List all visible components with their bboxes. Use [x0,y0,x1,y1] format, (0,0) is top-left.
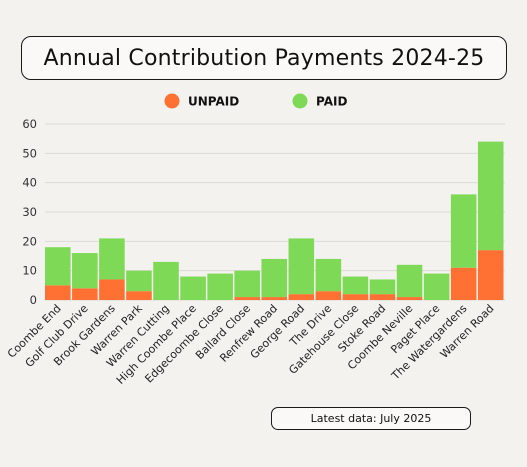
bar-paid [126,270,152,292]
y-tick-label: 0 [30,293,37,307]
y-tick-label: 20 [22,234,37,248]
bar-paid [288,238,315,295]
chart-title: Annual Contribution Payments 2024-25 [21,36,507,80]
bar-unpaid [261,297,288,300]
bar-paid [315,258,342,292]
y-tick-label: 10 [22,264,37,278]
legend-label-unpaid: UNPAID [188,95,239,109]
bar-unpaid [396,297,423,300]
bar-unpaid [234,297,260,300]
bar-paid [234,270,260,298]
bar-paid [180,276,206,300]
bar-paid [72,253,98,289]
bar-paid [450,194,477,268]
bar-unpaid [342,294,369,300]
bar-unpaid [450,267,477,300]
bar-unpaid [45,285,71,300]
latest-data-note: Latest data: July 2025 [271,407,471,430]
bar-paid [153,261,179,300]
legend-swatch-paid [292,93,308,109]
bar-paid [45,247,71,286]
legend-label-paid: PAID [316,95,347,109]
bar-unpaid [315,291,342,300]
bar-paid [369,279,396,295]
bar-paid [477,141,504,251]
y-tick-label: 60 [22,117,37,131]
bar-paid [261,258,288,298]
legend-swatch-unpaid [164,93,180,109]
y-tick-label: 30 [22,205,37,219]
bar-paid [342,276,369,295]
bar-unpaid [288,294,315,300]
bar-unpaid [99,279,125,300]
y-tick-label: 50 [22,146,37,160]
bar-unpaid [369,294,396,300]
bar-unpaid [477,250,504,300]
bar-unpaid [72,288,98,300]
bar-paid [99,238,125,280]
bar-paid [207,273,233,300]
y-tick-label: 40 [22,176,37,190]
bar-paid [396,264,423,298]
bar-paid [423,273,450,300]
bar-unpaid [126,291,152,300]
